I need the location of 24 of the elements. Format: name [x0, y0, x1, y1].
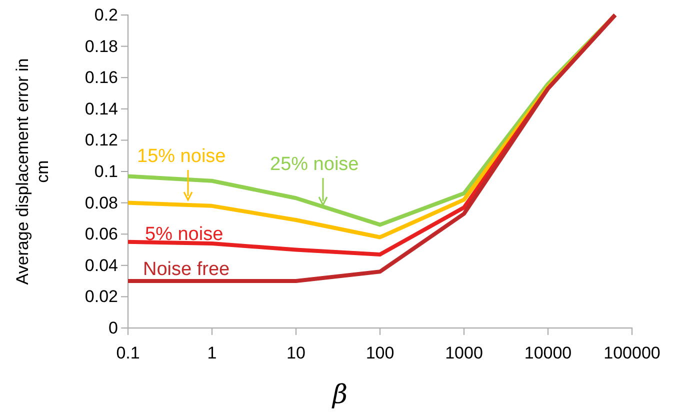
series-label: 5% noise [145, 224, 224, 245]
y-tick-label: 0.14 [84, 99, 118, 118]
x-axis-title: β [331, 380, 348, 410]
y-tick-label: 0.02 [84, 287, 118, 306]
series-label: 25% noise [270, 154, 359, 175]
y-tick-label: 0.16 [84, 68, 118, 88]
y-tick-label: 0.18 [84, 36, 118, 56]
x-tick-label: 100000 [604, 343, 660, 362]
x-tick-label: 100 [366, 343, 394, 362]
x-tick-label: 1 [207, 343, 217, 362]
y-tick-label: 0 [108, 318, 118, 338]
series-label: Noise free [143, 259, 230, 280]
series-label: 15% noise [137, 146, 226, 167]
y-axis-title: Average displacement error in cm [13, 58, 52, 285]
y-tick-label: 0.1 [94, 162, 118, 181]
x-tick-label: 0.1 [116, 343, 140, 362]
x-tick-label: 1000 [445, 343, 483, 362]
x-tick-label: 10000 [524, 343, 572, 362]
x-tick-label: 10 [286, 343, 306, 362]
y-tick-label: 0.06 [84, 224, 118, 244]
y-tick-label: 0.12 [84, 130, 118, 150]
y-tick-label: 0.04 [84, 256, 118, 275]
y-tick-label: 0.2 [94, 5, 118, 24]
y-tick-label: 0.08 [84, 193, 118, 212]
